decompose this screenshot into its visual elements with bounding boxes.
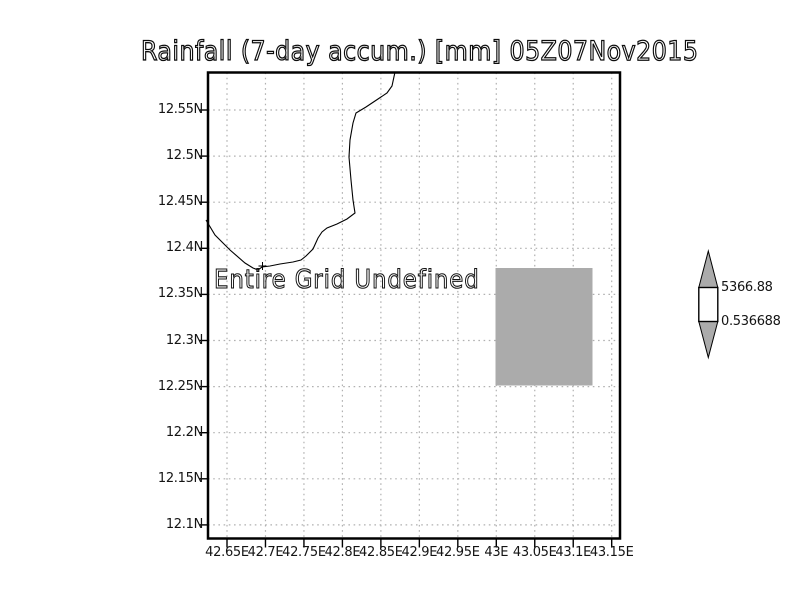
colorbar-lower-arrow [698,321,719,360]
x-tick-label: 42.8E [324,545,361,560]
x-tick-label: 42.65E [205,545,249,560]
x-tick-label: 42.85E [359,545,403,560]
x-tick-label: 43.15E [589,545,634,560]
map-frame [206,71,622,540]
y-tick-label: 12.5N [165,148,203,164]
y-tick-label: 12.1N [165,516,203,532]
coastline [205,71,396,271]
x-tick-label: 42.95E [435,545,480,560]
y-tick-label: 12.4N [165,240,203,256]
y-tick-label: 12.25N [157,378,203,394]
colorbar-box [698,286,719,323]
y-tick-label: 12.35N [157,286,203,302]
colorbar-max-label: 5366.88 [721,280,773,295]
y-tick-label: 12.2N [165,424,203,440]
x-tick-label: 43E [484,545,509,560]
x-tick-label: 43.1E [555,545,592,560]
colorbar-upper-arrow [698,249,719,288]
y-tick-label: 12.15N [157,470,203,486]
colorbar-min-label: 0.536688 [721,314,781,329]
y-tick-label: 12.45N [157,194,203,210]
x-tick-label: 42.9E [401,545,438,560]
undefined-data-region [495,268,593,386]
grid-undefined-overlay: Entire Grid Undefined [214,264,480,295]
x-tick-label: 42.75E [282,545,326,560]
x-tick-label: 42.7E [247,545,284,560]
x-tick-label: 43.05E [512,545,557,560]
y-tick-label: 12.3N [165,332,203,348]
plot-title: Rainfall (7-day accum.) [mm] 05Z07Nov201… [140,35,699,67]
y-tick-label: 12.55N [157,102,203,117]
